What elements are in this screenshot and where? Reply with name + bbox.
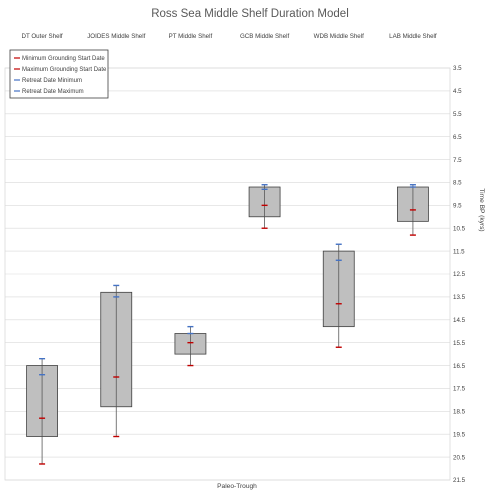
category-labels: DT Outer Shelf JOIDES Middle Shelf PT Midd… — [22, 33, 437, 40]
box-group — [100, 284, 133, 438]
box-group — [248, 184, 281, 229]
y-tick-label: 17.5 — [453, 386, 466, 393]
grid-lines — [5, 67, 450, 481]
box-group — [26, 357, 58, 465]
box-group — [322, 243, 355, 348]
box-series — [26, 184, 429, 465]
category-label: DT Outer Shelf — [22, 33, 63, 40]
category-label: GCB Middle Shelf — [240, 33, 289, 40]
y-tick-label: 14.5 — [453, 317, 466, 324]
y-tick-label: 15.5 — [453, 340, 466, 347]
y-tick-label: 5.5 — [453, 111, 462, 118]
y-axis: 3.5 4.5 5.5 6.5 7.5 8.5 9.5 10.5 11.5 12.5 13.5 14.… — [453, 65, 466, 484]
legend-label-retreat-min: Retreat Date Minimum — [22, 78, 82, 84]
box-group — [397, 184, 429, 236]
y-tick-label: 21.5 — [453, 477, 466, 484]
y-tick-label: 10.5 — [453, 225, 466, 232]
y-tick-label: 3.5 — [453, 65, 462, 72]
legend-label-grounding-min: Minimum Grounding Start Date — [22, 56, 105, 62]
y-tick-label: 4.5 — [453, 88, 462, 95]
legend-label-retreat-max: Retreat Date Maximum — [22, 89, 84, 95]
category-label: JOIDES Middle Shelf — [87, 33, 145, 40]
category-label: WDB Middle Shelf — [314, 33, 364, 40]
y-tick-label: 6.5 — [453, 134, 462, 141]
y-axis-title: Time BP (kyrs) — [478, 188, 485, 231]
y-tick-label: 12.5 — [453, 271, 466, 278]
y-tick-label: 16.5 — [453, 363, 466, 370]
y-tick-label: 18.5 — [453, 409, 466, 416]
box-group — [174, 325, 207, 367]
chart-title: Ross Sea Middle Shelf Duration Model — [151, 8, 349, 20]
y-tick-label: 9.5 — [453, 203, 462, 210]
category-label: LAB Middle Shelf — [389, 33, 437, 40]
y-tick-label: 19.5 — [453, 431, 466, 438]
legend-label-grounding-max: Maximum Grounding Start Date — [22, 67, 107, 73]
y-tick-label: 11.5 — [453, 248, 465, 255]
y-tick-label: 20.5 — [453, 454, 466, 461]
y-tick-label: 13.5 — [453, 294, 466, 301]
y-tick-label: 7.5 — [453, 157, 462, 164]
category-label: PT Middle Shelf — [169, 33, 213, 40]
x-axis-title: Paleo-Trough — [217, 483, 257, 490]
legend: Minimum Grounding Start Date Maximum Gro… — [9, 49, 109, 99]
y-tick-label: 8.5 — [453, 180, 462, 187]
legend-box — [9, 49, 109, 99]
